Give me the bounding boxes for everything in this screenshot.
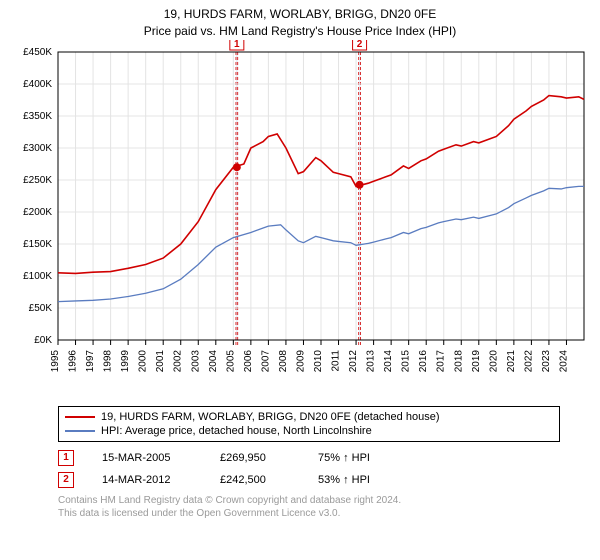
svg-text:1995: 1995: [50, 349, 61, 372]
chart-title: 19, HURDS FARM, WORLABY, BRIGG, DN20 0FE…: [0, 0, 600, 40]
svg-text:2: 2: [357, 40, 363, 50]
svg-text:2019: 2019: [471, 349, 482, 372]
footer-line: Contains HM Land Registry data © Crown c…: [58, 494, 600, 508]
svg-text:1996: 1996: [68, 349, 79, 372]
sale-marker-id: 1: [63, 452, 69, 463]
svg-text:2007: 2007: [260, 349, 271, 372]
svg-text:2001: 2001: [155, 349, 166, 372]
svg-text:£50K: £50K: [29, 303, 53, 314]
svg-text:2006: 2006: [243, 349, 254, 372]
sale-price: £269,950: [220, 452, 290, 464]
svg-text:2016: 2016: [418, 349, 429, 372]
svg-text:2015: 2015: [401, 349, 412, 372]
sale-row: 1 15-MAR-2005 £269,950 75% ↑ HPI: [58, 450, 600, 466]
svg-text:2009: 2009: [295, 349, 306, 372]
sales-table: 1 15-MAR-2005 £269,950 75% ↑ HPI 2 14-MA…: [58, 450, 600, 488]
sale-marker: 1: [58, 450, 74, 466]
svg-text:2024: 2024: [558, 349, 569, 372]
sale-pct: 75% ↑ HPI: [318, 452, 398, 464]
svg-text:2004: 2004: [208, 349, 219, 372]
svg-text:2018: 2018: [453, 349, 464, 372]
legend-swatch: [65, 416, 95, 418]
title-subtitle: Price paid vs. HM Land Registry's House …: [0, 23, 600, 40]
legend-label: 19, HURDS FARM, WORLABY, BRIGG, DN20 0FE…: [101, 411, 439, 423]
svg-text:2000: 2000: [138, 349, 149, 372]
sale-marker: 2: [58, 472, 74, 488]
svg-text:2013: 2013: [366, 349, 377, 372]
svg-text:1997: 1997: [85, 349, 96, 372]
svg-text:£200K: £200K: [23, 207, 52, 218]
svg-text:£250K: £250K: [23, 175, 52, 186]
svg-text:£0K: £0K: [34, 335, 52, 346]
svg-text:1998: 1998: [103, 349, 114, 372]
svg-text:2011: 2011: [331, 349, 342, 371]
legend-item: 19, HURDS FARM, WORLABY, BRIGG, DN20 0FE…: [65, 410, 553, 424]
svg-text:2008: 2008: [278, 349, 289, 372]
svg-text:2012: 2012: [348, 349, 359, 372]
svg-text:2017: 2017: [436, 349, 447, 372]
svg-text:£100K: £100K: [23, 271, 52, 282]
svg-text:£400K: £400K: [23, 79, 52, 90]
svg-text:£150K: £150K: [23, 239, 52, 250]
sale-price: £242,500: [220, 474, 290, 486]
footer-attribution: Contains HM Land Registry data © Crown c…: [58, 494, 600, 521]
legend-swatch: [65, 430, 95, 432]
legend: 19, HURDS FARM, WORLABY, BRIGG, DN20 0FE…: [58, 406, 560, 442]
chart-container: 19, HURDS FARM, WORLABY, BRIGG, DN20 0FE…: [0, 0, 600, 560]
sale-date: 14-MAR-2012: [102, 474, 192, 486]
svg-text:2022: 2022: [523, 349, 534, 372]
svg-text:2003: 2003: [190, 349, 201, 372]
svg-text:2002: 2002: [173, 349, 184, 372]
chart-plot: £0K £50K £100K £150K £200K £250K £300K £350K £40…: [0, 40, 600, 400]
svg-text:£350K: £350K: [23, 111, 52, 122]
sale-marker-id: 2: [63, 474, 69, 485]
line-chart-svg: £0K £50K £100K £150K £200K £250K £300K £350K £40…: [0, 40, 600, 400]
svg-text:£300K: £300K: [23, 143, 52, 154]
svg-text:1: 1: [234, 40, 240, 50]
footer-line: This data is licensed under the Open Gov…: [58, 507, 600, 521]
svg-text:2014: 2014: [383, 349, 394, 372]
svg-text:2020: 2020: [488, 349, 499, 372]
svg-text:1999: 1999: [120, 349, 131, 372]
sale-row: 2 14-MAR-2012 £242,500 53% ↑ HPI: [58, 472, 600, 488]
svg-text:2023: 2023: [541, 349, 552, 372]
legend-label: HPI: Average price, detached house, Nort…: [101, 425, 372, 437]
svg-text:2021: 2021: [506, 349, 517, 372]
legend-item: HPI: Average price, detached house, Nort…: [65, 424, 553, 438]
svg-text:£450K: £450K: [23, 47, 52, 58]
sale-date: 15-MAR-2005: [102, 452, 192, 464]
sale-pct: 53% ↑ HPI: [318, 474, 398, 486]
svg-text:2010: 2010: [313, 349, 324, 372]
title-address: 19, HURDS FARM, WORLABY, BRIGG, DN20 0FE: [0, 6, 600, 23]
svg-text:2005: 2005: [225, 349, 236, 372]
